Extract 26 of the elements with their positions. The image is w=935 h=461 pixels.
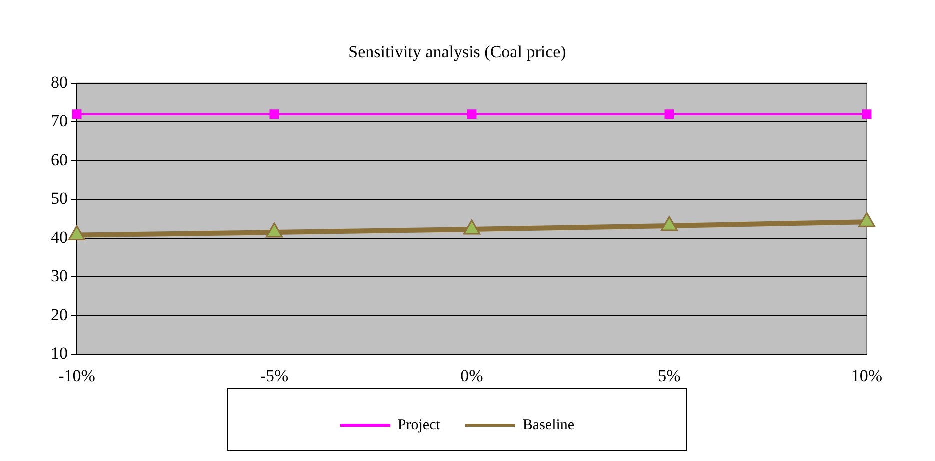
point	[858, 212, 876, 228]
point	[862, 110, 872, 120]
point	[463, 220, 481, 235]
point	[72, 110, 82, 120]
legend-label: Baseline	[522, 417, 575, 434]
y-tick-label: 70	[51, 112, 68, 131]
y-tick-label: 50	[51, 189, 68, 208]
point	[266, 222, 284, 238]
point	[68, 226, 86, 241]
y-tick-label: 40	[51, 228, 68, 247]
y-tick-label: 10	[51, 344, 68, 364]
x-tick-label: 5%	[658, 366, 681, 386]
legend-label: Project	[398, 417, 442, 434]
x-tick-label: -5%	[260, 366, 289, 386]
y-tick-label: 80	[51, 72, 68, 92]
y-tick-label: 30	[51, 266, 68, 286]
y-tick-label: 20	[51, 305, 68, 324]
x-tick-label: -10%	[58, 366, 96, 386]
point	[467, 110, 477, 120]
point	[660, 216, 678, 232]
point	[270, 110, 280, 120]
x-tick-label: 10%	[851, 366, 883, 386]
chart-title: Sensitivity analysis (Coal price)	[348, 42, 566, 62]
point	[664, 110, 674, 120]
y-tick-label: 60	[51, 150, 68, 170]
x-tick-label: 0%	[460, 366, 484, 386]
